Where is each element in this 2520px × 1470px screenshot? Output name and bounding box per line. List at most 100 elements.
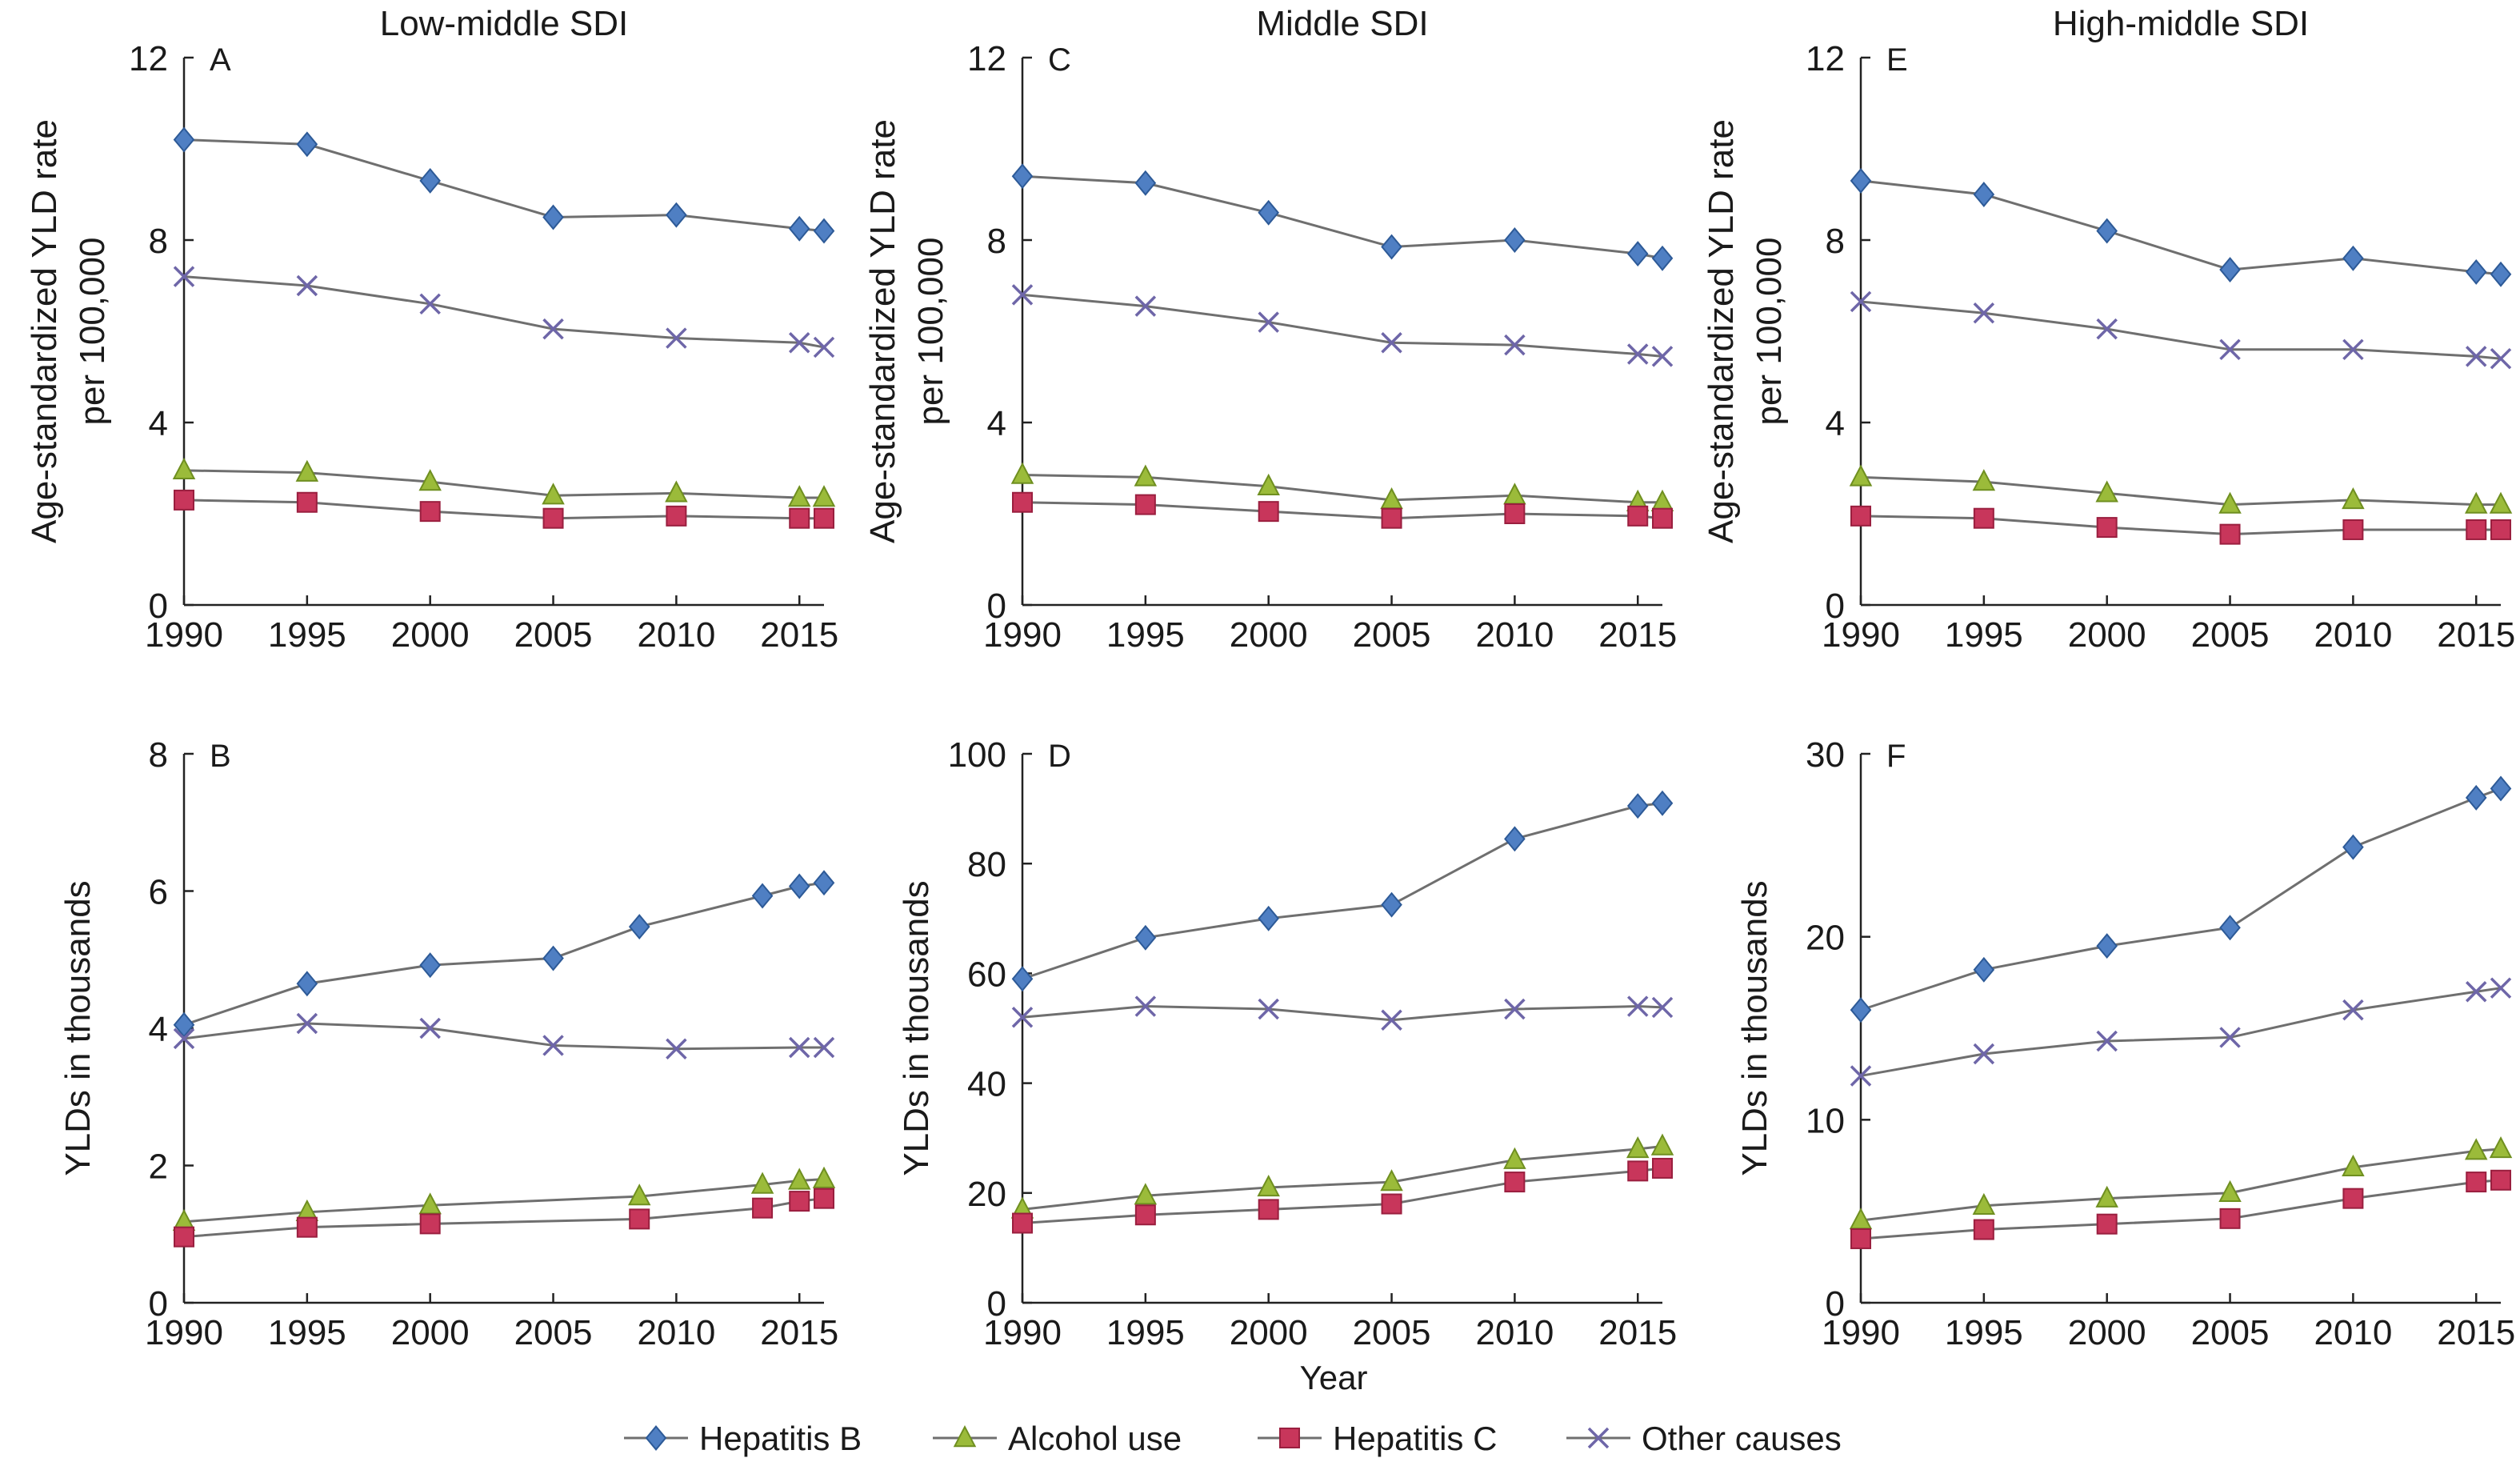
panel-b-other-causes-point: [296, 1012, 318, 1035]
panel-c-hepatitis-b-point: [1651, 245, 1674, 271]
panel-e-other-causes-point: [2219, 338, 2241, 361]
panel-a-x-tick-label: 2010: [637, 615, 715, 655]
panel-a-other-causes-point: [542, 318, 564, 340]
panel-e-other-causes-point: [2342, 338, 2364, 361]
panel-b-letter: B: [210, 739, 231, 774]
panel-d-y-label: YLDs in thousands: [897, 880, 936, 1176]
panel-a-y-tick-label: 4: [149, 404, 168, 443]
panel-e-alcohol-use-point: [1972, 469, 1996, 491]
panel-d-other-causes-point: [1504, 998, 1526, 1020]
panel-f-other-causes-point: [2096, 1030, 2118, 1052]
panel-a-hepatitis-c-point: [814, 507, 834, 529]
panel-d-hepatitis-c-point: [1652, 1157, 1673, 1179]
panel-f-hepatitis-b-point: [2342, 834, 2364, 860]
panel-d-other-causes-point: [1381, 1009, 1402, 1031]
panel-b-hepatitis-b-point: [542, 945, 564, 971]
panel-e-alcohol-use-point: [2342, 487, 2365, 510]
panel-c-other-causes-point: [1258, 311, 1279, 333]
panel-e-y-tick-label: 4: [1826, 404, 1845, 443]
legend-item-hepatitis-c: Hepatitis C: [1258, 1420, 1497, 1457]
panel-e-other-causes-point: [2465, 346, 2487, 367]
panel-e-alcohol-use-line: [1860, 475, 2501, 507]
panel-d-hepatitis-c-point: [1258, 1199, 1279, 1220]
panel-a-x-tick-label: 1990: [145, 615, 223, 655]
panel-a-x-tick-label: 2015: [760, 615, 838, 655]
panel-b-hepatitis-c-point: [752, 1197, 774, 1219]
panel-a-other-causes-line: [183, 275, 825, 349]
panel-c-x-tick-label: 2010: [1475, 615, 1554, 655]
panel-e-x-tick-label: 2005: [2191, 615, 2270, 655]
panel-b-alcohol-use-point: [787, 1168, 811, 1190]
panel-e-x-tick-label: 2000: [2068, 615, 2146, 655]
panel-b-other-causes-point: [173, 1027, 195, 1050]
panel-a-other-causes-point: [296, 274, 318, 297]
panel-e-y-label: per 100,000: [1750, 238, 1789, 426]
panel-a-other-causes-point: [788, 332, 810, 354]
panel-d-y-tick-label: 0: [987, 1284, 1006, 1324]
panel-d-other-causes-point: [1258, 998, 1279, 1020]
panel-a-alcohol-use-line: [183, 469, 824, 499]
panel-d-y-tick-label: 40: [967, 1065, 1006, 1104]
panel-b-hepatitis-b-point: [628, 914, 650, 940]
panel-b-hepatitis-b-point: [173, 1011, 195, 1038]
panel-c-alcohol-use-point: [1134, 464, 1158, 487]
panel-c-hepatitis-b-point: [1011, 163, 1034, 190]
panel-f-hepatitis-c-point: [2219, 1208, 2241, 1229]
panel-d-hepatitis-c-point: [1627, 1160, 1649, 1182]
panel-c-x-tick-label: 2015: [1598, 615, 1677, 655]
panel-c-alcohol-use-point: [1650, 489, 1674, 511]
panel-e-hepatitis-c-point: [2490, 519, 2511, 540]
panel-b-hepatitis-b-point: [751, 883, 774, 909]
panel-c-hepatitis-b-line: [1022, 174, 1663, 260]
panel-f-y-tick-label: 10: [1806, 1101, 1845, 1140]
panel-e-hepatitis-b-point: [1973, 182, 1995, 207]
panel-d-hepatitis-c-point: [1134, 1204, 1156, 1226]
panel-f-x-tick-label: 2015: [2437, 1313, 2515, 1352]
panel-a-alcohol-use-point: [542, 483, 565, 505]
legend-marker-hepatitis-b: [645, 1425, 667, 1451]
panel-e-other-causes-point: [1973, 302, 1995, 324]
panel-b-hepatitis-c-line: [183, 1197, 825, 1239]
panel-e-title: High-middle SDI: [2053, 4, 2309, 43]
panel-b-hepatitis-c-point: [174, 1226, 194, 1248]
panel-a-other-causes-point: [173, 266, 195, 287]
panel-d-alcohol-use-point: [1257, 1174, 1280, 1197]
panel-c-y-label: per 100,000: [911, 238, 950, 426]
panel-d-y-tick-label: 60: [967, 955, 1006, 994]
panel-b-alcohol-use-point: [627, 1184, 651, 1206]
panel-d-other-causes-line: [1022, 1005, 1663, 1022]
panel-f-other-causes-point: [1973, 1043, 1995, 1065]
panel-e: 0 4 8 12 1990 1995 2000 2005 2010 2015 E High-middl…: [1702, 4, 2515, 655]
legend-marker-hepatitis-c-shape: [1279, 1428, 1300, 1448]
panel-e-hepatitis-c-point: [1973, 507, 1994, 529]
panel-c: 0 4 8 12 1990 1995 2000 2005 2010 2015 C Middle SDI…: [863, 4, 1677, 655]
panel-a-other-causes-point: [666, 327, 687, 349]
panel-d-letter: D: [1048, 739, 1071, 774]
panel-b-hepatitis-c-point: [296, 1216, 318, 1238]
panel-c-x-tick-label: 1995: [1106, 615, 1185, 655]
panel-e-alcohol-use-point: [2095, 480, 2118, 503]
panel-e-y-tick-label: 12: [1806, 39, 1845, 78]
panel-a-hepatitis-b-point: [813, 218, 835, 244]
panel-b-y-tick-label: 4: [149, 1010, 168, 1049]
panel-c-other-causes-point: [1134, 295, 1157, 317]
panel-b-hepatitis-c-point: [814, 1188, 834, 1209]
panel-a-alcohol-use-point: [665, 480, 688, 503]
panel-b-other-causes-point: [788, 1036, 810, 1059]
panel-b-hepatitis-c-point: [789, 1191, 810, 1212]
panel-d-hepatitis-b-point: [1626, 793, 1649, 819]
panel-d-y-tick-label: 20: [967, 1175, 1006, 1214]
legend-marker-hepatitis-b-shape: [645, 1425, 667, 1451]
panel-e-letter: E: [1886, 42, 1908, 78]
panel-a-hepatitis-b-line: [183, 138, 825, 233]
panel-d-x-tick-label: 2015: [1598, 1313, 1677, 1352]
x-axis-title: Year: [1300, 1359, 1368, 1396]
panel-e-x-tick-label: 1995: [1945, 615, 2023, 655]
panel-c-hepatitis-c-point: [1012, 491, 1033, 513]
panel-e-hepatitis-b-point: [2219, 257, 2241, 283]
panel-d-alcohol-use-point: [1503, 1147, 1526, 1169]
panel-d-hepatitis-b-point: [1134, 924, 1157, 951]
panel-a-hepatitis-b-point: [542, 204, 564, 230]
panel-f-y-label: YLDs in thousands: [1735, 880, 1774, 1176]
